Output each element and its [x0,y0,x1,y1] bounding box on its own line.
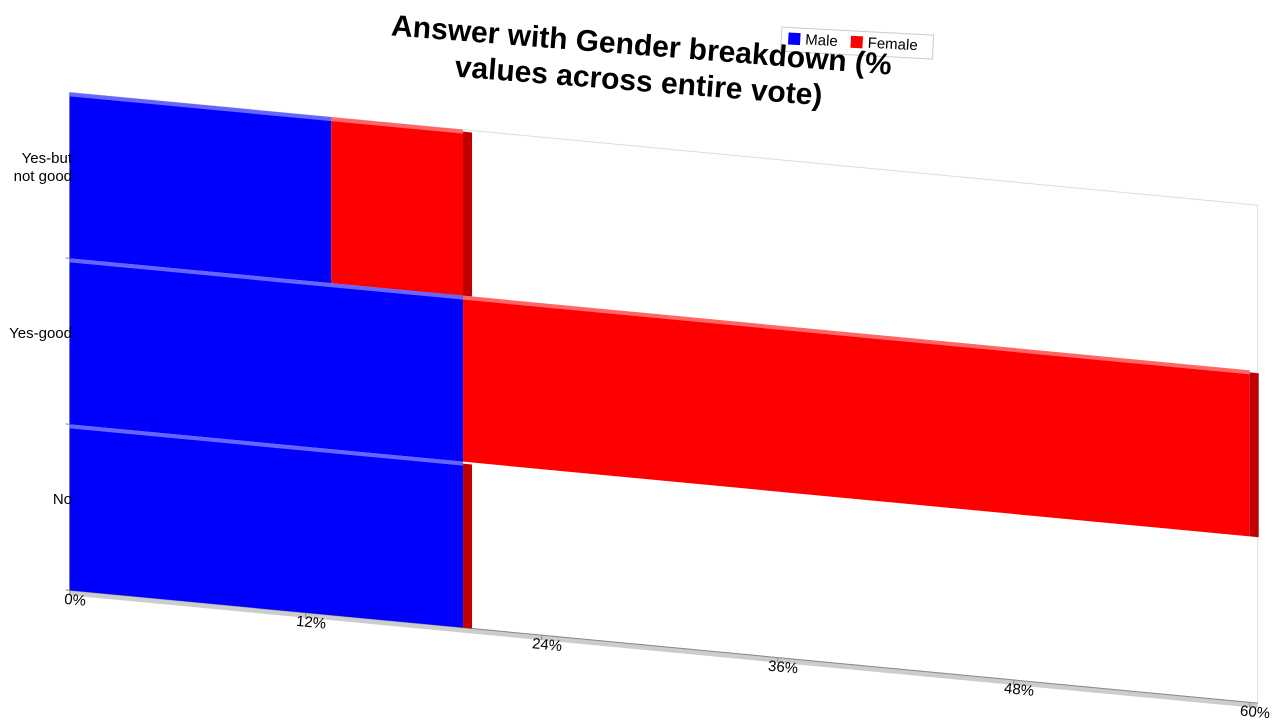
legend-swatch [850,35,864,49]
y-tick-label: Yes-but not good [13,150,72,185]
bar [69,92,332,284]
bar [69,424,464,628]
floor [69,590,1258,709]
y-tick-label: Yes-good [9,325,72,342]
legend: Male Female [780,26,935,60]
x-tick-label: 12% [295,613,326,633]
bar-top [69,258,464,300]
bar-top [69,424,464,466]
x-tick-label: 48% [1003,680,1034,700]
bar-side [1249,372,1259,538]
bar-top [69,92,332,122]
x-tick-label: 36% [767,658,798,678]
y-tick-label: No [52,491,72,508]
bar [69,258,464,462]
plot [65,91,1259,709]
x-tick-label: 24% [531,635,562,655]
bar-top [331,117,464,134]
bar-side [463,463,473,629]
x-tick-label: 60% [1239,703,1270,720]
bar-top [463,295,1250,375]
bar [331,117,464,296]
legend-swatch [787,32,801,46]
overlay: 0% 12% 24% 36% 48% 60% Male Female [63,26,1271,720]
legend-label: Female [867,35,918,55]
legend-label: Male [805,31,838,50]
bar [463,295,1250,537]
x-tick-label: 0% [63,591,86,610]
bar-side [463,131,473,297]
